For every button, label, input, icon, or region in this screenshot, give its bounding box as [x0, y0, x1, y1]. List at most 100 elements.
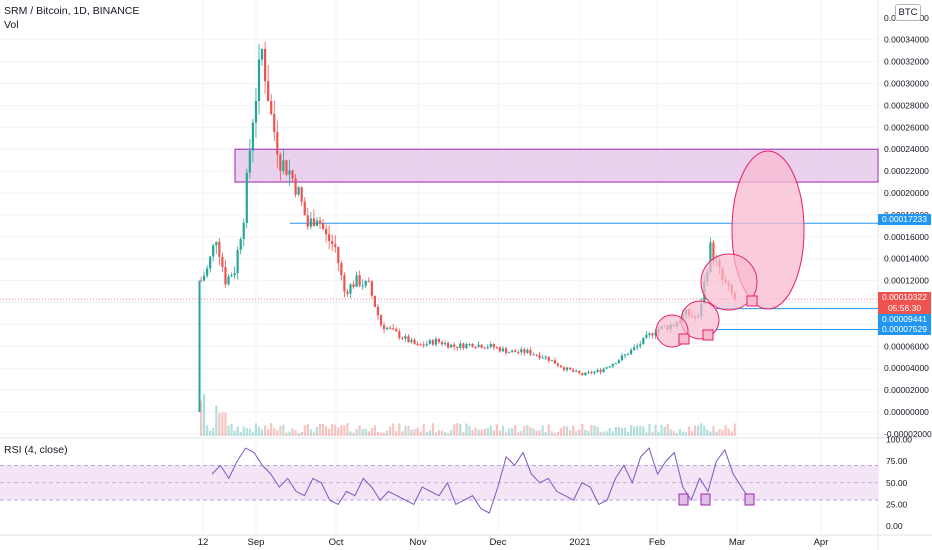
volume-bar	[203, 394, 206, 436]
candle-body	[407, 336, 410, 343]
volume-bar	[477, 429, 480, 436]
rsi-y-tick-label: 100.00	[886, 435, 912, 445]
candle-body	[251, 122, 254, 151]
volume-bar	[675, 432, 678, 436]
volume-bar	[697, 425, 700, 436]
candle-body	[245, 172, 248, 223]
volume-bar	[593, 425, 596, 436]
volume-bar	[309, 429, 312, 436]
volume-bar	[245, 428, 248, 436]
volume-bar	[428, 430, 431, 436]
candle-body	[593, 371, 596, 374]
candle-body	[471, 343, 474, 348]
volume-bar	[230, 423, 233, 436]
current-price-tag: 0.00010322	[878, 292, 931, 303]
candle-body	[270, 101, 273, 115]
candle-body	[495, 347, 498, 349]
volume-bar	[687, 426, 691, 436]
volume-bar	[565, 426, 569, 436]
volume-bar	[645, 432, 648, 436]
candle-body	[199, 280, 203, 282]
volume-bar	[425, 432, 428, 436]
volume-bar	[669, 429, 672, 436]
candle-body	[291, 170, 294, 179]
support-price-tag-1: 0.00009441	[878, 314, 931, 325]
volume-bar	[730, 431, 733, 436]
candle-body	[337, 247, 340, 264]
candle-body	[535, 354, 538, 356]
y-tick-label: 0.00004000	[884, 363, 929, 373]
candle-body	[352, 284, 355, 287]
volume-bar	[282, 424, 285, 436]
candle-body	[425, 343, 428, 346]
marker-square	[702, 329, 714, 341]
volume-bar	[544, 432, 547, 436]
volume-bar	[285, 432, 288, 436]
volume-bar	[379, 432, 383, 436]
candle-body	[361, 285, 364, 287]
y-tick-label: 0.00020000	[884, 188, 929, 198]
x-tick-label: Nov	[410, 537, 427, 548]
y-tick-label: 0.00006000	[884, 341, 929, 351]
volume-bar	[471, 429, 474, 436]
volume-bar	[270, 423, 273, 436]
candle-body	[264, 48, 267, 82]
volume-bar	[526, 425, 529, 436]
candle-body	[398, 331, 401, 338]
volume-bar	[279, 426, 282, 436]
candle-body	[233, 272, 236, 276]
candle-body	[410, 339, 413, 343]
candle-body	[477, 344, 480, 348]
volume-bar	[328, 428, 331, 436]
volume-bar	[334, 424, 337, 436]
volume-bar	[672, 431, 675, 436]
volume-bar	[681, 431, 685, 436]
resistance-price-tag: 0.00017233	[878, 214, 931, 225]
marker-square	[746, 295, 758, 307]
volume-bar	[416, 427, 419, 436]
volume-bar	[663, 426, 666, 436]
volume-bar	[559, 428, 563, 436]
volume-bar	[602, 431, 605, 436]
volume-bar	[392, 423, 395, 436]
volume-bar	[224, 412, 227, 436]
volume-bar	[724, 425, 727, 436]
y-tick-label: -0.00002000	[884, 429, 932, 439]
candle-body	[437, 338, 441, 342]
volume-bar	[300, 431, 303, 436]
volume-bar	[575, 431, 578, 436]
volume-bar	[578, 429, 581, 436]
candle-body	[456, 346, 459, 348]
candle-body	[474, 347, 477, 349]
candle-body	[636, 345, 639, 348]
x-tick-label: Feb	[649, 537, 665, 548]
volume-bar	[657, 432, 660, 436]
volume-bar	[520, 430, 523, 436]
candle-body	[709, 242, 712, 272]
y-tick-label: 0.00032000	[884, 57, 929, 67]
volume-bar	[569, 429, 572, 436]
x-tick-label: Apr	[814, 537, 829, 548]
volume-bar	[718, 428, 721, 436]
countdown-tag: 05:56:30	[878, 303, 931, 314]
volume-bar	[648, 423, 651, 436]
candle-body	[318, 220, 322, 224]
candle-body	[282, 160, 285, 171]
candle-body	[294, 178, 297, 195]
candle-body	[315, 220, 319, 226]
y-tick-label: 0.00016000	[884, 232, 929, 242]
volume-bar	[212, 428, 215, 436]
currency-badge[interactable]: BTC	[895, 4, 921, 21]
volume-bar	[373, 425, 376, 436]
candle-body	[651, 333, 654, 336]
volume-bar	[291, 428, 294, 436]
volume-bar	[581, 423, 584, 436]
candle-body	[529, 349, 532, 355]
candle-body	[447, 343, 450, 348]
candle-body	[562, 367, 566, 371]
candle-body	[590, 372, 593, 374]
candle-body	[508, 352, 511, 354]
marker-square	[678, 333, 690, 345]
